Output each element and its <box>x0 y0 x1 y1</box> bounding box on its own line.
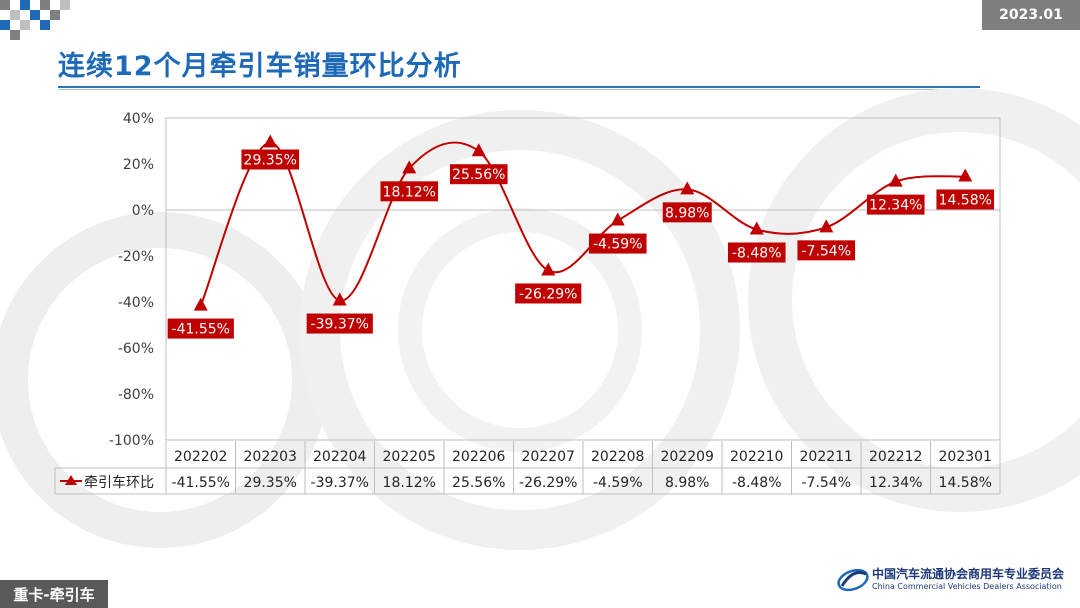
x-tick-label: 202204 <box>313 449 367 465</box>
data-label-text: -39.37% <box>311 317 369 333</box>
page-title: 连续12个月牵引车销量环比分析 <box>58 51 462 82</box>
data-label-text: 25.56% <box>452 167 505 183</box>
data-point <box>680 181 695 195</box>
table-value: 14.58% <box>939 475 992 491</box>
data-label-box <box>588 233 647 254</box>
association-logo-icon <box>837 568 869 592</box>
data-label: -7.54% <box>797 240 856 261</box>
data-label-box <box>797 240 856 261</box>
y-tick-label: 0% <box>132 203 154 219</box>
data-label: 25.56% <box>449 164 508 185</box>
data-point <box>402 160 417 174</box>
data-label: 29.35% <box>241 149 300 170</box>
y-tick-label: 20% <box>123 157 154 173</box>
data-label-text: -4.59% <box>593 237 643 253</box>
table-value: -26.29% <box>519 475 577 491</box>
title-underline <box>58 86 980 88</box>
table-value: 8.98% <box>665 475 709 491</box>
data-label: 14.58% <box>936 189 995 210</box>
x-tick-label: 202212 <box>869 449 922 465</box>
data-label: 18.12% <box>380 181 439 202</box>
x-tick-label: 202211 <box>800 449 853 465</box>
y-tick-label: -80% <box>118 387 154 403</box>
data-label-text: 29.35% <box>244 152 297 168</box>
y-tick-label: -40% <box>118 295 154 311</box>
y-tick-label: 40% <box>123 111 154 127</box>
data-label-text: 12.34% <box>869 198 922 214</box>
title-underline-thin <box>58 89 980 90</box>
data-point <box>749 221 764 235</box>
table-value: 12.34% <box>869 475 922 491</box>
data-label-box <box>936 189 995 210</box>
data-point <box>263 134 278 148</box>
date-badge: 2023.01 <box>982 0 1080 30</box>
data-label-text: -41.55% <box>172 322 230 338</box>
table-value: 25.56% <box>452 475 505 491</box>
data-point <box>819 219 834 233</box>
data-label-box <box>866 194 925 215</box>
table-value: 18.12% <box>383 475 436 491</box>
data-point <box>332 292 347 306</box>
data-label: -4.59% <box>588 233 647 254</box>
data-label-box <box>380 181 439 202</box>
data-point <box>193 297 208 311</box>
data-point <box>888 173 903 187</box>
association-name-en: China Commercial Vehicles Dealers Associ… <box>872 582 1062 591</box>
data-label-box <box>167 318 234 339</box>
data-label: -26.29% <box>515 283 582 304</box>
x-tick-label: 202301 <box>939 449 992 465</box>
y-tick-label: -20% <box>118 249 154 265</box>
data-point <box>610 212 625 226</box>
legend-label: 牵引车环比 <box>84 474 154 491</box>
plot-area <box>165 117 1001 441</box>
footer-tag: 重卡-牵引车 <box>0 580 108 608</box>
x-tick-label: 202207 <box>522 449 575 465</box>
table-value: -7.54% <box>801 475 851 491</box>
series-line <box>199 141 966 306</box>
x-tick-label: 202209 <box>661 449 714 465</box>
data-label-text: -8.48% <box>732 246 782 262</box>
table-value: -39.37% <box>311 475 369 491</box>
table-value: -8.48% <box>732 475 782 491</box>
data-label: -8.48% <box>727 242 786 263</box>
association-logo-block: 中国汽车流通协会商用车专业委员会 China Commercial Vehicl… <box>836 562 1066 598</box>
data-point <box>471 143 486 157</box>
x-tick-label: 202205 <box>383 449 436 465</box>
data-point <box>541 262 556 276</box>
data-label-text: -26.29% <box>519 286 577 302</box>
data-label-text: 18.12% <box>383 184 436 200</box>
data-label: -39.37% <box>306 313 373 334</box>
table-value: -4.59% <box>593 475 643 491</box>
data-label-box <box>306 313 373 334</box>
data-label-text: 8.98% <box>665 205 709 221</box>
x-tick-label: 202208 <box>591 449 644 465</box>
data-label-box <box>449 164 508 185</box>
table-value: 29.35% <box>244 475 297 491</box>
data-label-text: 14.58% <box>939 192 992 208</box>
data-label-box <box>727 242 786 263</box>
x-tick-label: 202210 <box>730 449 783 465</box>
data-label: -41.55% <box>167 318 234 339</box>
y-tick-label: -60% <box>118 341 154 357</box>
data-label: 8.98% <box>662 202 712 223</box>
data-label-text: -7.54% <box>801 243 851 259</box>
data-point <box>958 168 973 182</box>
corner-decoration <box>0 0 70 40</box>
legend-marker <box>65 475 77 485</box>
x-tick-label: 202202 <box>174 449 227 465</box>
y-tick-label: -100% <box>109 433 154 449</box>
x-tick-label: 202206 <box>452 449 506 465</box>
data-label-box <box>241 149 300 170</box>
data-label-box <box>662 202 712 223</box>
association-name-cn: 中国汽车流通协会商用车专业委员会 <box>872 567 1065 581</box>
table-value: -41.55% <box>172 475 230 491</box>
data-label-box <box>515 283 582 304</box>
x-tick-label: 202203 <box>244 449 297 465</box>
data-label: 12.34% <box>866 194 925 215</box>
